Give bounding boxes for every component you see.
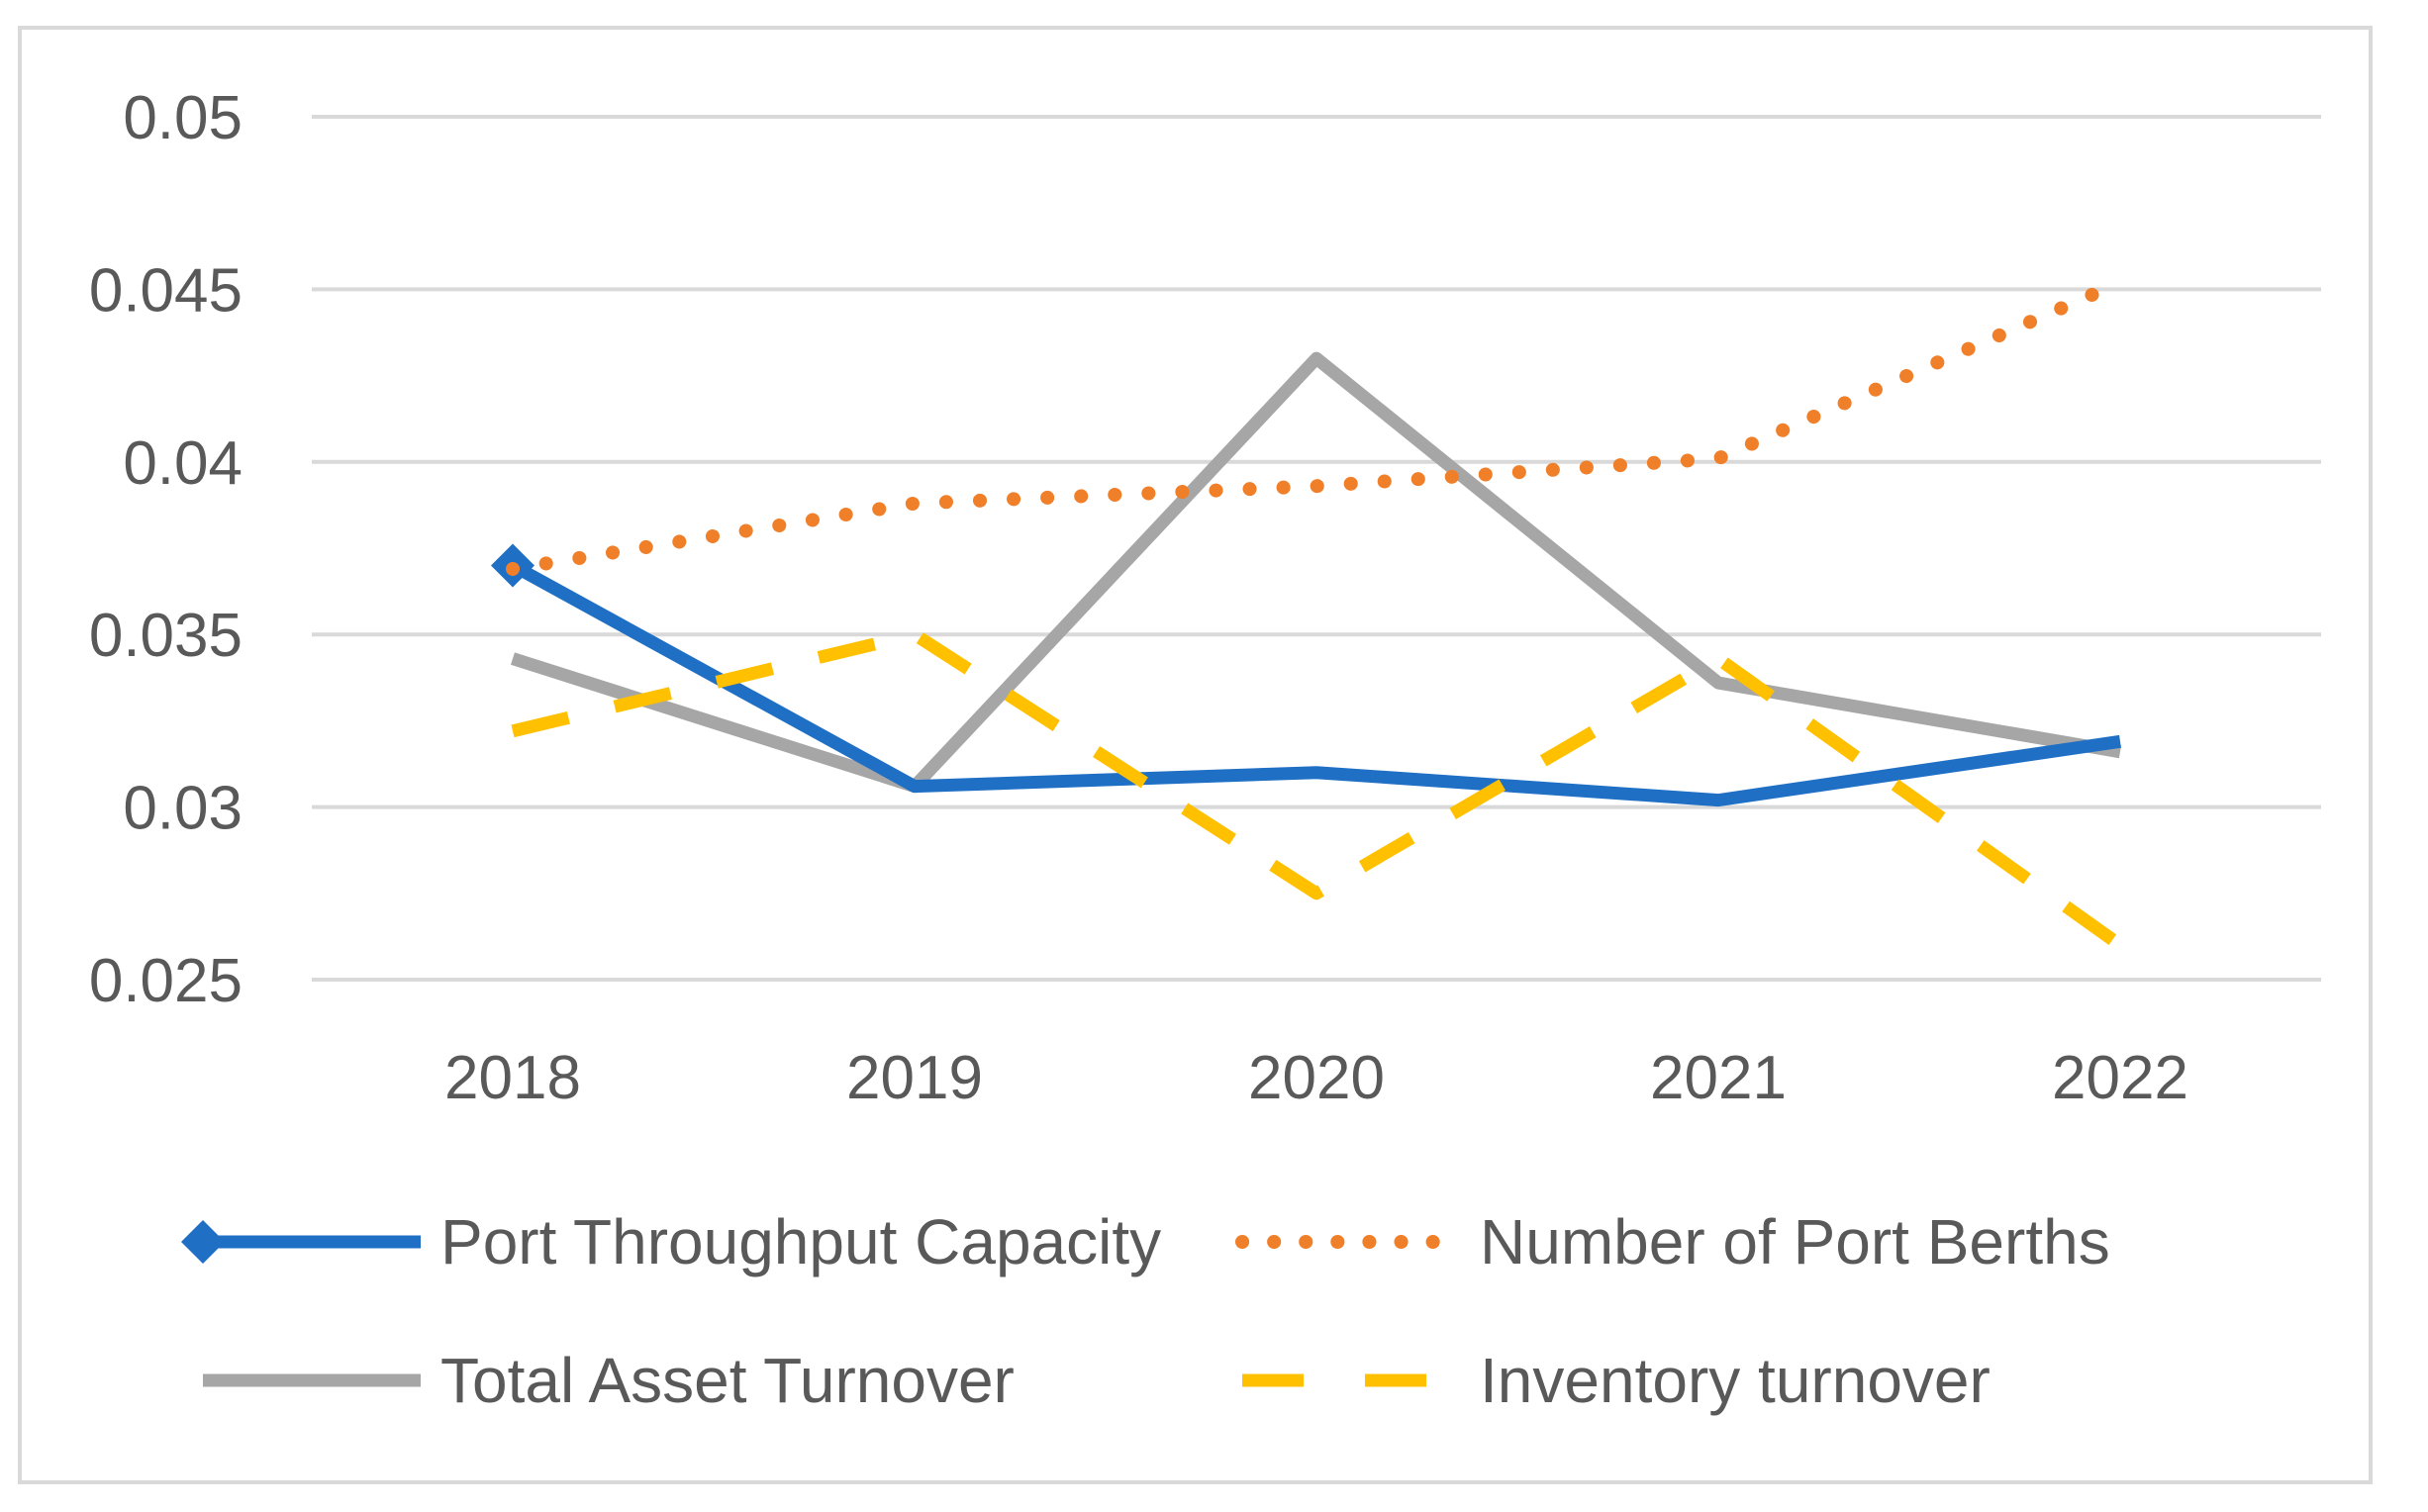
series-line-number-of-port-berths [506,275,2127,576]
x-tick-label: 2019 [846,1044,983,1112]
x-tick-label: 2018 [444,1044,581,1112]
x-axis-tick-labels: 2018 2019 2020 2021 2022 [444,1044,2188,1112]
y-tick-label: 0.05 [123,84,243,152]
series-line-total-asset-turnover [511,351,2122,794]
legend-label: Number of Port Berths [1480,1206,2110,1277]
y-tick-label: 0.04 [123,429,243,498]
series-line-port-throughput-capacity [509,559,2121,807]
legend-label: Port Throughput Capacity [440,1206,1161,1277]
series-lines [491,275,2127,951]
series-line-inventory-turnover [511,627,2124,951]
legend-label: Inventory turnover [1480,1345,1991,1416]
x-tick-label: 2021 [1650,1044,1787,1112]
y-tick-label: 0.035 [89,602,243,670]
y-tick-label: 0.025 [89,947,243,1015]
legend: Port Throughput Capacity Number of Port B… [181,1206,2110,1416]
y-tick-label: 0.03 [123,775,243,843]
x-tick-label: 2020 [1248,1044,1385,1112]
x-tick-label: 2022 [2052,1044,2188,1112]
legend-marker [181,1220,225,1264]
y-axis-tick-labels: 0.025 0.03 0.035 0.04 0.045 0.05 [89,84,243,1015]
legend-label: Total Asset Turnover [440,1345,1015,1416]
y-tick-label: 0.045 [89,256,243,325]
